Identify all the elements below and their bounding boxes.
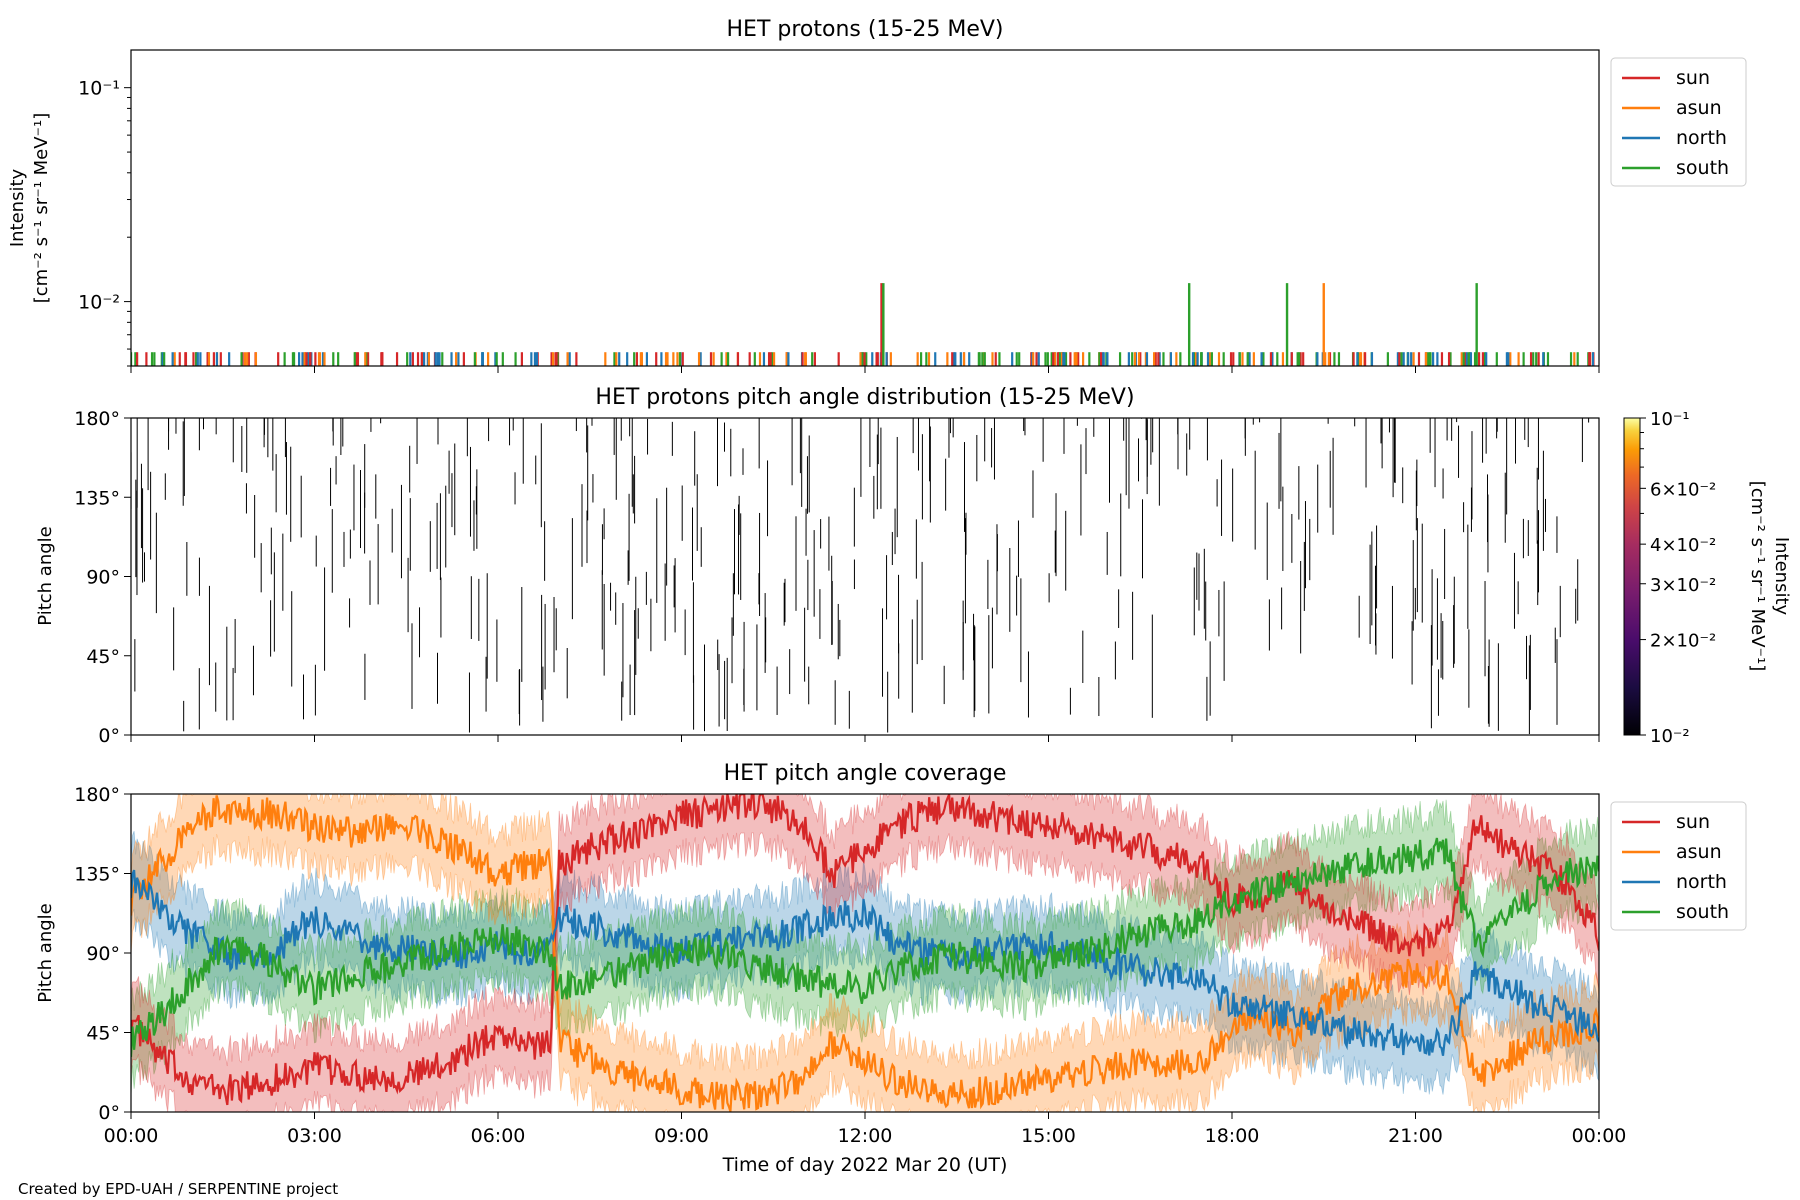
colorbar-label-line2: [cm⁻² s⁻¹ sr⁻¹ MeV⁻¹]: [1747, 481, 1768, 672]
colorbar-axis: 10⁻¹ 6×10⁻² 4×10⁻² 3×10⁻² 2×10⁻² 10⁻²: [1640, 409, 1716, 747]
xtick-label: 00:00: [1572, 1125, 1627, 1147]
ytick-label: 45°: [86, 646, 120, 668]
colorbar-tick-label: 4×10⁻²: [1650, 535, 1716, 556]
panel3-title: HET pitch angle coverage: [724, 761, 1007, 786]
legend-label-sun: sun: [1676, 811, 1710, 833]
colorbar: [1623, 417, 1641, 736]
ytick-label: 135°: [74, 487, 120, 509]
ytick-label: 0°: [98, 725, 120, 747]
panel3-plot-area: [131, 794, 1599, 1112]
xtick-label: 21:00: [1388, 1125, 1443, 1147]
ytick-label: 45°: [86, 1023, 120, 1045]
line-south: [131, 837, 1599, 1057]
panel1-title: HET protons (15-25 MeV): [727, 17, 1004, 42]
colorbar-tick-label: 6×10⁻²: [1650, 479, 1716, 500]
xtick-label: 18:00: [1205, 1125, 1260, 1147]
panel3-ylabel: Pitch angle: [35, 903, 56, 1002]
legend-label-sun: sun: [1676, 67, 1710, 89]
band-south: [131, 799, 1599, 1096]
xtick-label: 06:00: [471, 1125, 526, 1147]
panel1-ylabel-line1: Intensity: [7, 168, 28, 247]
panel2-ylabel: Pitch angle: [35, 526, 56, 625]
panel1-x-axis: [130, 366, 1600, 373]
colorbar-tick-label: 10⁻¹: [1650, 409, 1690, 430]
panel1-frame: [130, 49, 1600, 367]
ytick-label: 180°: [74, 408, 120, 430]
colorbar-tick-label: 2×10⁻²: [1650, 631, 1716, 652]
ytick-label: 135°: [74, 864, 120, 886]
ytick-label: 10⁻²: [78, 292, 120, 314]
legend-label-asun: asun: [1676, 841, 1722, 863]
panel3-x-axis: 00:00 03:00 06:00 09:00 12:00 15:00 18:00 21:00…: [104, 1112, 1627, 1147]
panel3-y-axis: 0° 45° 90° 135° 180°: [74, 784, 131, 1124]
panel1-legend: sun asun north south: [1610, 57, 1747, 187]
panel-pitch-angle-distribution: HET protons pitch angle distribution (15…: [35, 385, 1792, 747]
panel2-frame: [130, 417, 1600, 736]
panel1-y-axis: 10⁻¹ 10⁻²: [78, 78, 131, 367]
legend-label-south: south: [1676, 901, 1729, 923]
legend-label-south: south: [1676, 157, 1729, 179]
panel2-x-axis: [130, 735, 1600, 742]
xtick-label: 15:00: [1021, 1125, 1076, 1147]
panel1-plot-area: [131, 283, 1595, 366]
line-sun: [131, 794, 1599, 1106]
legend-label-asun: asun: [1676, 97, 1722, 119]
legend-frame: [1610, 57, 1747, 187]
line-north: [131, 869, 1599, 1056]
panel3-xlabel: Time of day 2022 Mar 20 (UT): [722, 1154, 1008, 1176]
panel1-ylabel-line2: [cm⁻² s⁻¹ sr⁻¹ MeV⁻¹]: [31, 113, 52, 304]
xtick-label: 09:00: [654, 1125, 709, 1147]
ytick-label: 90°: [86, 943, 120, 965]
panel-pitch-angle-coverage: HET pitch angle coverage 0° 45° 90° 135° 180…: [35, 761, 1747, 1176]
legend-label-north: north: [1676, 127, 1727, 149]
xtick-label: 12:00: [838, 1125, 893, 1147]
credit-text: Created by EPD-UAH / SERPENTINE project: [18, 1180, 338, 1198]
xtick-label: 00:00: [104, 1125, 159, 1147]
ytick-label: 10⁻¹: [78, 78, 120, 100]
colorbar-tick-label: 10⁻²: [1650, 726, 1690, 747]
panel2-y-axis: 0° 45° 90° 135° 180°: [74, 408, 131, 747]
ytick-label: 180°: [74, 784, 120, 806]
colorbar-label-line1: Intensity: [1771, 537, 1792, 616]
panel2-plot-area: [131, 418, 1590, 735]
panel-intensity: HET protons (15-25 MeV) 10⁻¹ 10⁻² Intensi…: [7, 17, 1747, 373]
line-asun: [131, 795, 1599, 1112]
xtick-label: 03:00: [287, 1125, 342, 1147]
panel2-title: HET protons pitch angle distribution (15…: [595, 385, 1134, 410]
panel3-legend: sun asun north south: [1610, 801, 1747, 931]
ytick-label: 0°: [98, 1102, 120, 1124]
ytick-label: 90°: [86, 567, 120, 589]
colorbar-tick-label: 3×10⁻²: [1650, 575, 1716, 596]
legend-label-north: north: [1676, 871, 1727, 893]
legend-frame: [1610, 801, 1747, 931]
